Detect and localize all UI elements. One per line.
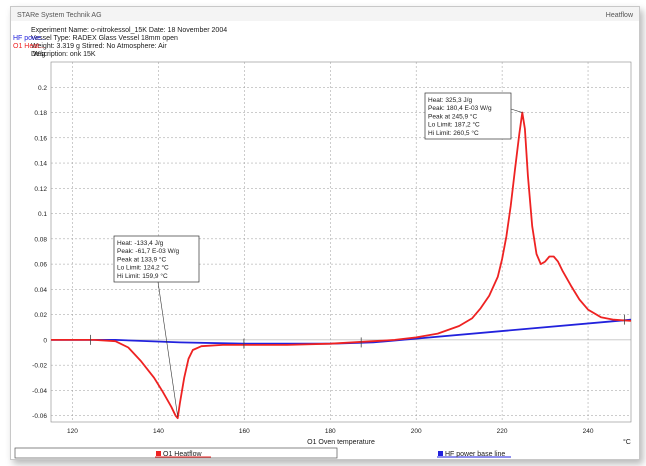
annotation-line: Peak: -61,7 E-03 W/g: [117, 248, 180, 255]
legend-baseline-swatch[interactable]: [438, 451, 443, 456]
x-axis-ticks: 120 140 160 180 200 220 240: [67, 428, 594, 435]
x-tick-label: 180: [325, 428, 336, 435]
y-tick-label: -0.02: [32, 363, 47, 370]
annotation-leader: [157, 281, 179, 417]
y-tick-label: 0.16: [34, 135, 47, 142]
annotation-box[interactable]: [113, 235, 200, 283]
y-tick-label: 0.1: [38, 211, 47, 218]
annotation-line: Peak at 133,9 °C: [117, 255, 167, 263]
y-tick-label: 0: [43, 337, 47, 344]
series-baseline-line[interactable]: [51, 318, 632, 345]
y-tick-label: 0.18: [34, 110, 47, 117]
annotation-line: Lo Limit: 187,2 °C: [428, 121, 480, 129]
y-tick-label: 0.08: [34, 236, 47, 243]
chart-window: STARe System Technik AG Heatflow Experim…: [10, 6, 640, 460]
y-axis-ticks: -0.06 -0.04 -0.02 0 0.02 0.04 0.06 0.08 0.1 0.12 0…: [32, 85, 47, 420]
legend-baseline-label: HF power base line: [445, 451, 505, 458]
vessel-type: Vessel Type: RADEX Glass Vessel 18mm ope…: [31, 35, 178, 42]
window-right-label: Heatflow: [606, 12, 634, 19]
y-tick-label: -0.04: [32, 388, 47, 395]
y-tick-label: 0.06: [34, 262, 47, 269]
y-tick-label: 0.2: [38, 85, 47, 92]
grid: [51, 62, 631, 422]
annotation-line: Heat: -133,4 J/g: [117, 240, 164, 247]
y-unit-label: W/g: [33, 51, 46, 58]
annotation-line: Heat: 325,3 J/g: [428, 97, 472, 104]
y-tick-label: 0.02: [34, 312, 47, 319]
x-tick-label: 160: [239, 428, 250, 435]
x-tick-label: 220: [497, 428, 508, 435]
description: Description: onk 15K: [31, 51, 96, 58]
window-title: STARe System Technik AG: [17, 12, 102, 19]
annotation-line: Hi Limit: 260,5 °C: [428, 129, 479, 137]
y-tick-label: 0.04: [34, 287, 47, 294]
annotation-line: Peak at 245,9 °C: [428, 112, 478, 120]
x-axis-label: O1 Oven temperature: [307, 439, 375, 446]
x-tick-label: 140: [153, 428, 164, 435]
annotation-line: Hi Limit: 159,9 °C: [117, 272, 168, 280]
experiment-name: Experiment Name: o-nitrokessol_15K Date:…: [31, 27, 227, 34]
x-tick-label: 200: [411, 428, 422, 435]
annotation-line: Lo Limit: 124,2 °C: [117, 264, 169, 272]
y-tick-label: -0.06: [32, 413, 47, 420]
annotation-box[interactable]: [424, 92, 512, 140]
limit-markers: [90, 314, 625, 349]
annotation-line: Peak: 180,4 E-03 W/g: [428, 105, 492, 112]
title-bar: [11, 7, 639, 21]
y-tick-label: 0.12: [34, 186, 47, 193]
x-tick-label: 120: [67, 428, 78, 435]
series-group: [51, 111, 632, 420]
x-tick-label: 240: [583, 428, 594, 435]
dsc-chart: STARe System Technik AG Heatflow Experim…: [11, 7, 639, 459]
series-label-heatflow[interactable]: O1 Heat...: [13, 43, 45, 50]
y-tick-label: 0.14: [34, 161, 47, 168]
legend-heatflow-label: O1 Heatflow: [163, 451, 202, 458]
x-axis-unit: °C: [623, 438, 631, 446]
annotation-leader: [510, 108, 523, 113]
weight-info: Weight: 3.319 g Stirred: No Atmosphere: …: [31, 43, 167, 50]
legend-heatflow-box[interactable]: [14, 447, 338, 459]
series-label-hf-power[interactable]: HF powe..: [13, 35, 45, 42]
series-heatflow-line[interactable]: [51, 111, 632, 420]
legend-heatflow-swatch: [156, 451, 161, 456]
